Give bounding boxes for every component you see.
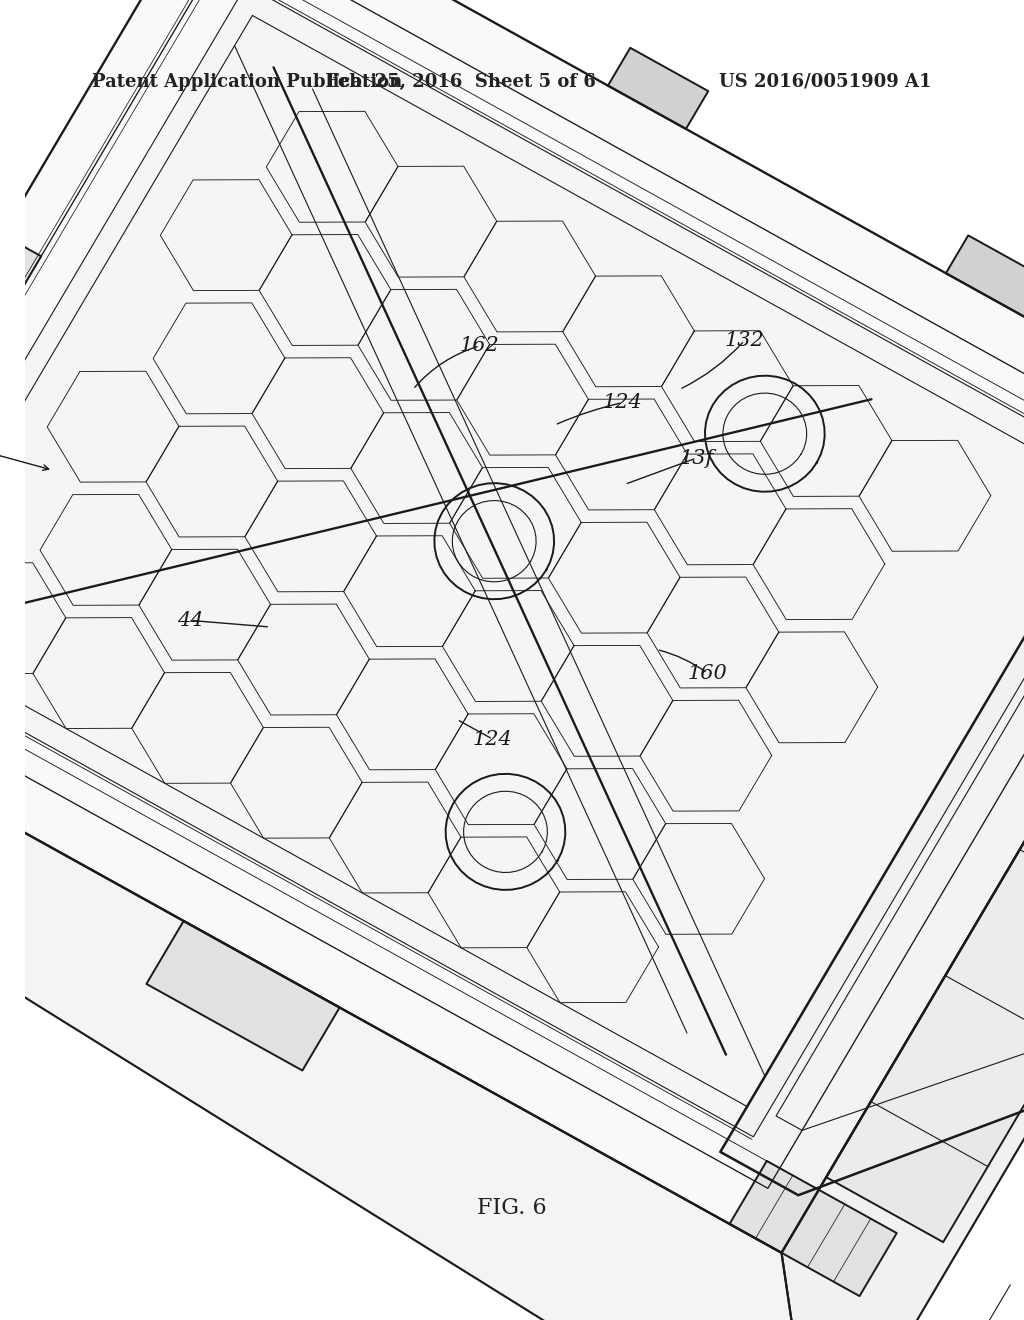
Polygon shape [720, 408, 1024, 1195]
Text: 160: 160 [687, 664, 727, 682]
Text: 44: 44 [177, 611, 204, 630]
Text: 124: 124 [473, 730, 513, 748]
Text: FIG. 6: FIG. 6 [477, 1197, 547, 1218]
Polygon shape [0, 0, 1024, 1253]
Text: 162: 162 [460, 337, 500, 355]
Text: Feb. 25, 2016  Sheet 5 of 6: Feb. 25, 2016 Sheet 5 of 6 [326, 73, 596, 91]
Text: US 2016/0051909 A1: US 2016/0051909 A1 [719, 73, 932, 91]
Polygon shape [0, 676, 816, 1320]
Text: 13f: 13f [679, 449, 714, 467]
Polygon shape [0, 220, 41, 331]
Polygon shape [608, 48, 709, 129]
Polygon shape [946, 235, 1024, 317]
Text: 132: 132 [725, 331, 764, 350]
Polygon shape [146, 921, 340, 1071]
Polygon shape [781, 446, 1024, 1320]
Text: Patent Application Publication: Patent Application Publication [92, 73, 402, 91]
Text: 124: 124 [603, 393, 642, 412]
Polygon shape [826, 521, 1024, 1242]
Polygon shape [729, 1162, 897, 1296]
Polygon shape [0, 0, 1024, 1137]
